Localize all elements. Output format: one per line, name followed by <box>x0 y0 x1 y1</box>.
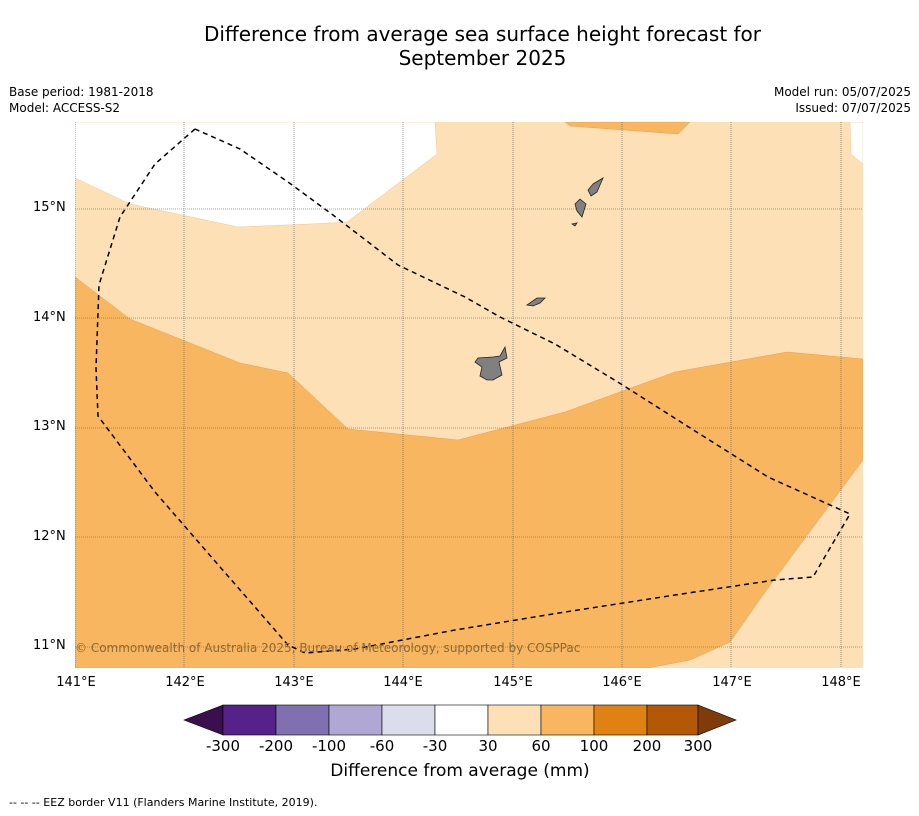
lon-label-144e: 144°E <box>383 675 423 690</box>
colorbar-extend-low <box>183 704 224 736</box>
graticule <box>75 122 863 668</box>
copyright-text: © Commonwealth of Australia 2025, Bureau… <box>75 641 581 655</box>
eez-legend-text: -- -- -- EEZ border V11 (Flanders Marine… <box>9 796 318 809</box>
islands <box>474 177 604 381</box>
colorbar-tick-label: 60 <box>531 737 551 755</box>
colorbar-segment <box>434 704 489 736</box>
colorbar-segment <box>328 704 383 736</box>
anomaly-60-100-region-north <box>564 122 691 135</box>
colorbar-tick-label: -60 <box>369 737 395 755</box>
anomaly-neutral-region-west <box>75 122 438 228</box>
eez-border-line <box>95 128 852 654</box>
colorbar <box>183 704 737 736</box>
colorbar-extend-high <box>697 704 737 736</box>
colorbar-segment <box>381 704 436 736</box>
lat-label-15n: 15°N <box>33 200 66 215</box>
colorbar-segment <box>222 704 277 736</box>
colorbar-tick-label: 300 <box>683 737 713 755</box>
base-period-text: Base period: 1981-2018 <box>9 85 154 99</box>
anomaly-60-100-region-south <box>75 276 863 668</box>
lon-label-141e: 141°E <box>56 675 96 690</box>
meta-right: Model run: 05/07/2025 Issued: 07/07/2025 <box>774 84 911 116</box>
title-line-1: Difference from average sea surface heig… <box>203 22 762 46</box>
colorbar-tick-label: -300 <box>205 737 241 755</box>
colorbar-tick-label: 200 <box>632 737 662 755</box>
lon-label-148e: 148°E <box>821 675 861 690</box>
saipan-island <box>587 177 604 197</box>
colorbar-title: Difference from average (mm) <box>330 761 590 781</box>
meta-left: Base period: 1981-2018 Model: ACCESS-S2 <box>9 84 154 116</box>
colorbar-segment <box>593 704 648 736</box>
colorbar-segment <box>487 704 542 736</box>
colorbar-tick-label: -30 <box>422 737 448 755</box>
colorbar-tick-label: 100 <box>579 737 609 755</box>
map-area <box>75 122 863 668</box>
colorbar-segment <box>275 704 330 736</box>
colorbar-tick-label: -100 <box>311 737 347 755</box>
title-line-2: September 2025 <box>398 46 567 70</box>
rota-island <box>525 297 546 307</box>
aguijan-islet <box>570 222 578 227</box>
guam-island <box>474 345 508 381</box>
map-svg <box>75 122 863 668</box>
lat-label-12n: 12°N <box>33 529 66 544</box>
lat-label-13n: 13°N <box>33 419 66 434</box>
lon-label-143e: 143°E <box>274 675 314 690</box>
map-title: Difference from average sea surface heig… <box>130 22 835 70</box>
colorbar-tick-label: 30 <box>478 737 498 755</box>
tinian-saipan-island <box>574 198 587 218</box>
lon-label-147e: 147°E <box>712 675 752 690</box>
colorbar-segment <box>540 704 595 736</box>
issued-text: Issued: 07/07/2025 <box>795 101 911 115</box>
model-run-text: Model run: 05/07/2025 <box>773 85 911 99</box>
colorbar-segment <box>646 704 699 736</box>
lon-label-145e: 145°E <box>493 675 533 690</box>
lat-label-11n: 11°N <box>33 638 66 653</box>
lat-label-14n: 14°N <box>33 310 66 325</box>
lon-label-146e: 146°E <box>602 675 642 690</box>
colorbar-tick-label: -200 <box>258 737 294 755</box>
anomaly-neutral-region-east <box>849 122 863 165</box>
model-text: Model: ACCESS-S2 <box>9 101 121 115</box>
lon-label-142e: 142°E <box>165 675 205 690</box>
